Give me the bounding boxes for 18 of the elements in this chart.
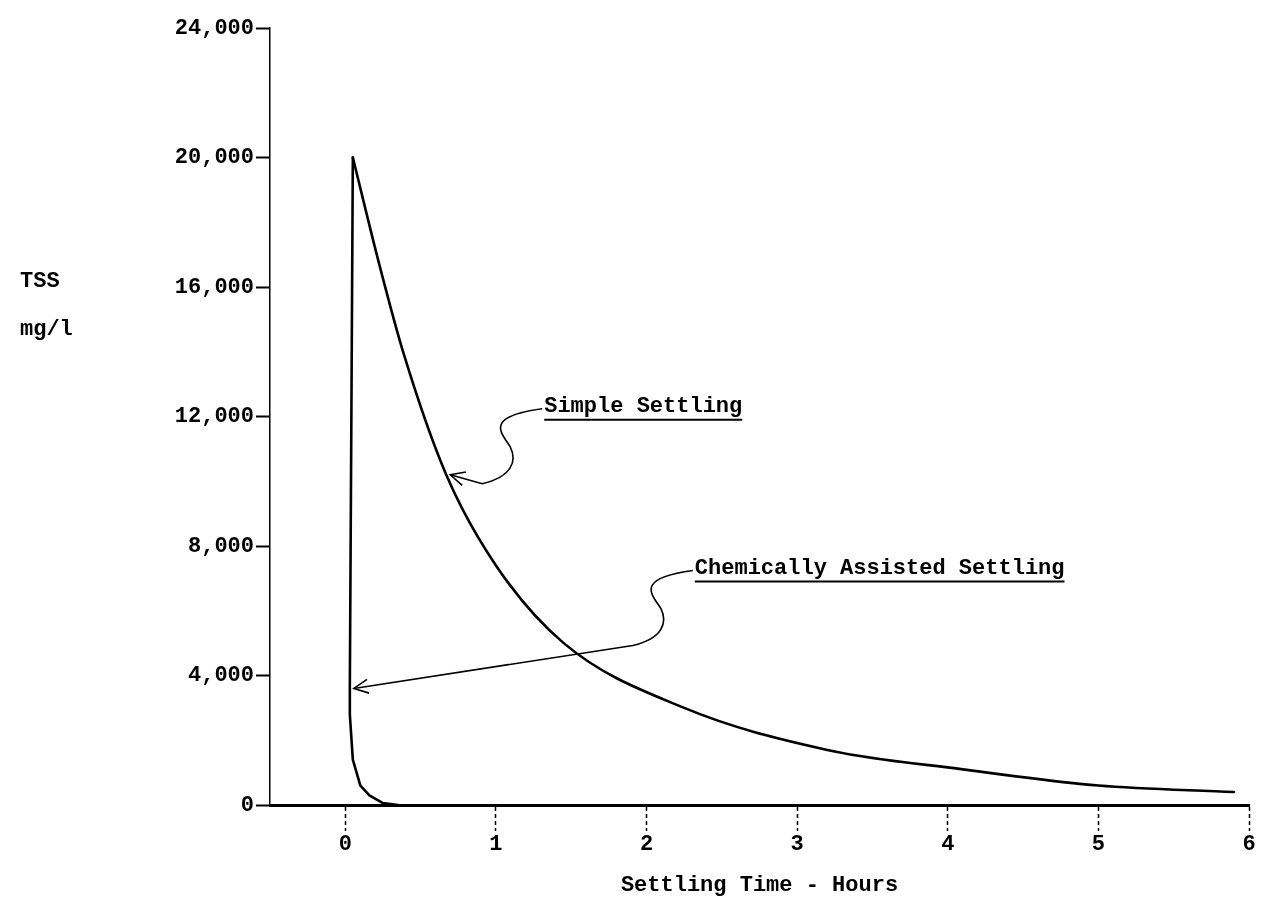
x-tick-label: 2 [639, 831, 654, 857]
annotation: Chemically Assisted Settling [694, 556, 1065, 581]
y-axis-title: TSS mg/l [20, 268, 73, 344]
y-tick-label: 8,000 [187, 533, 254, 559]
x-tick-label: 4 [941, 831, 955, 857]
y-tick-label: 12,000 [174, 404, 254, 430]
y-tick-label: 24,000 [174, 15, 254, 41]
x-tick-label: 0 [338, 831, 352, 857]
y-tick-label: 0 [240, 792, 254, 818]
y-tick-label: 20,000 [174, 145, 254, 171]
x-tick-label: 1 [489, 831, 503, 857]
x-tick-label: 6 [1242, 831, 1256, 857]
x-tick-label: 3 [790, 831, 804, 857]
y-tick-label: 16,000 [174, 274, 254, 300]
x-tick-label: 5 [1091, 831, 1105, 857]
y-tick-label: 4,000 [187, 663, 254, 689]
annotation: Simple Settling [544, 394, 743, 420]
x-axis-title: Settling Time - Hours [620, 873, 899, 899]
